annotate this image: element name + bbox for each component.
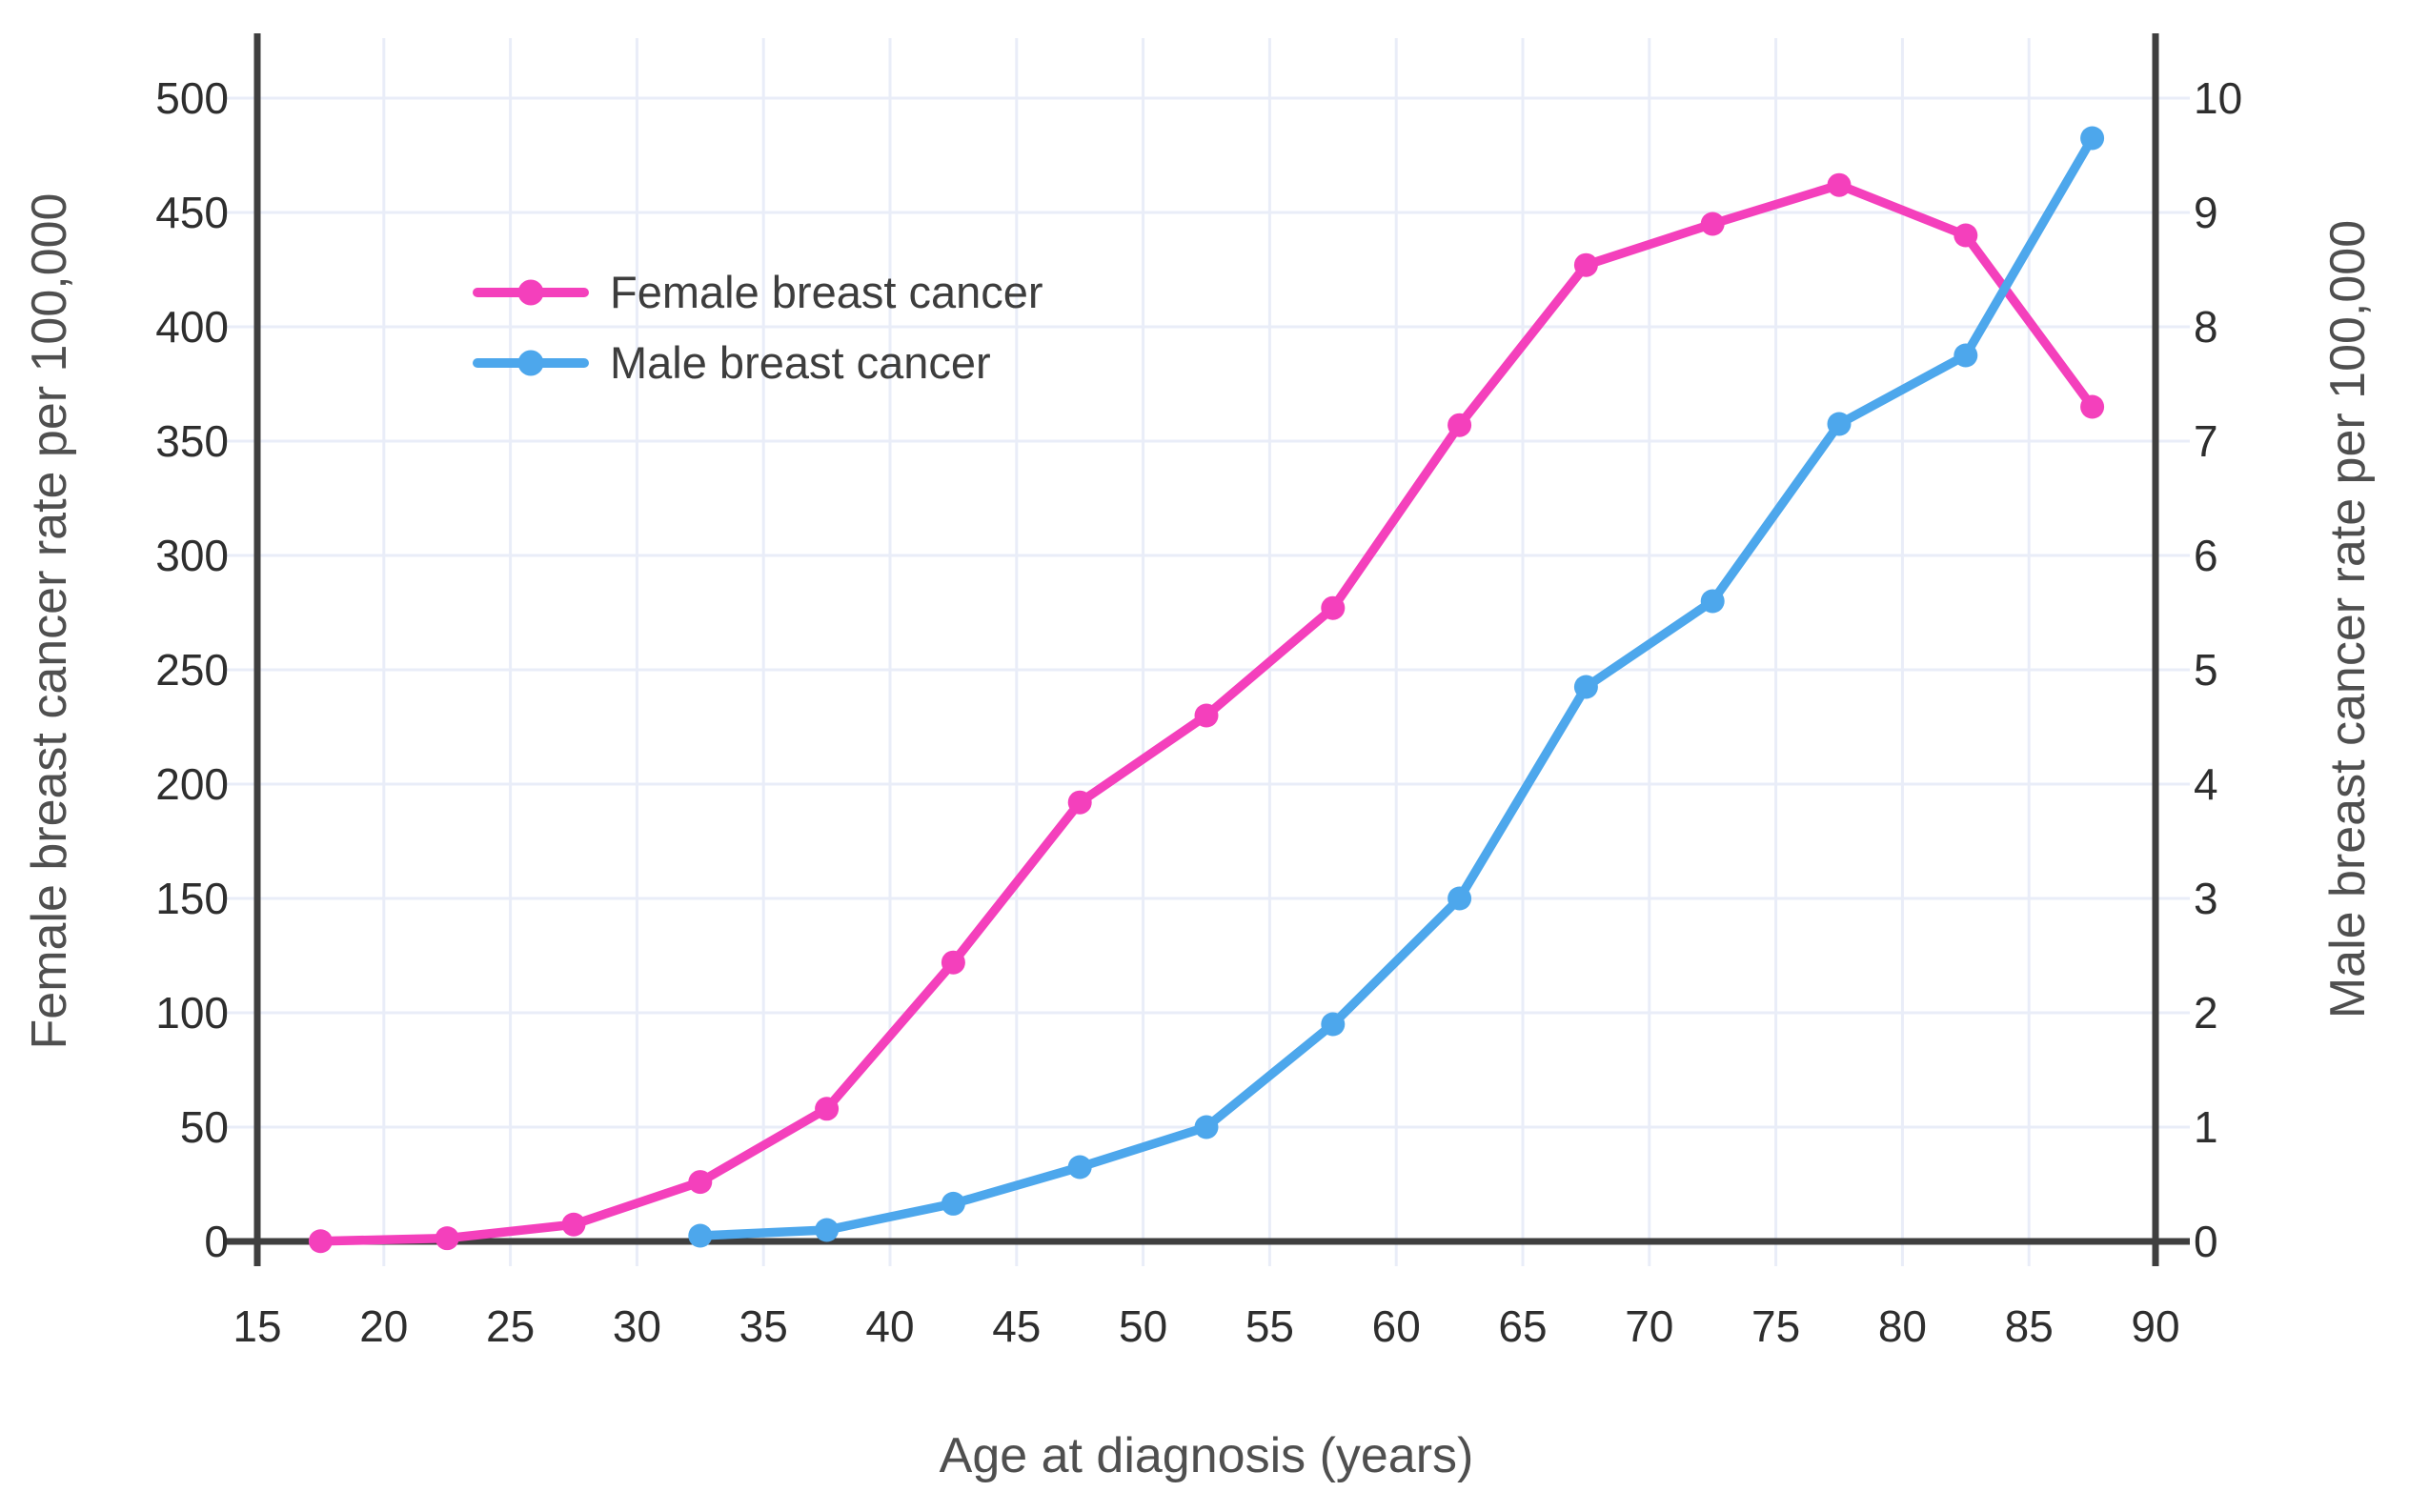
left-y-tick-label: 350 — [155, 416, 229, 466]
right-y-tick-label: 3 — [2194, 874, 2218, 923]
x-tick-label: 35 — [739, 1301, 788, 1351]
x-tick-label: 85 — [2005, 1301, 2054, 1351]
male-series-line — [696, 133, 2097, 1240]
female-data-point — [815, 1097, 840, 1121]
x-tick-label: 80 — [1878, 1301, 1927, 1351]
left-y-tick-label: 400 — [155, 302, 229, 352]
male-series-swatch — [473, 350, 589, 376]
female-data-point — [688, 1170, 713, 1195]
female-data-point — [1194, 703, 1219, 728]
female-series-swatch — [473, 279, 589, 306]
x-tick-label: 20 — [359, 1301, 408, 1351]
right-y-axis-title: Male breast cancer rate per 100,000 — [2320, 219, 2376, 1019]
legend-label-female: Female breast cancer — [610, 267, 1043, 317]
left-y-tick-label: 0 — [204, 1217, 229, 1266]
female-data-point — [1321, 595, 1346, 620]
female-data-point — [2080, 394, 2105, 419]
male-data-point — [1194, 1115, 1219, 1139]
left-y-tick-label: 250 — [155, 645, 229, 695]
x-tick-label: 75 — [1751, 1301, 1800, 1351]
left-y-tick-label: 500 — [155, 73, 229, 123]
x-tick-label: 25 — [486, 1301, 535, 1351]
male-data-point — [2080, 126, 2105, 151]
right-y-tick-label: 2 — [2194, 988, 2218, 1038]
x-tick-label: 90 — [2131, 1301, 2179, 1351]
legend-item-female: Female breast cancer — [473, 270, 1043, 315]
right-y-tick-label: 1 — [2194, 1102, 2218, 1152]
male-data-point — [1321, 1012, 1346, 1037]
x-tick-label: 30 — [613, 1301, 661, 1351]
x-tick-label: 70 — [1625, 1301, 1673, 1351]
x-tick-label: 60 — [1372, 1301, 1421, 1351]
male-data-point — [1827, 412, 1852, 436]
male-data-point — [688, 1223, 713, 1248]
male-series-marker-icon — [517, 350, 544, 376]
right-y-tick-label: 5 — [2194, 645, 2218, 695]
left-y-tick-label: 450 — [155, 188, 229, 237]
male-data-point — [941, 1191, 965, 1216]
legend: Female breast cancer Male breast cancer — [473, 270, 1043, 386]
right-y-tick-label: 4 — [2194, 759, 2218, 809]
male-data-point — [1700, 589, 1725, 614]
right-y-tick-label: 10 — [2194, 73, 2242, 123]
left-y-tick-label: 300 — [155, 531, 229, 580]
legend-item-male: Male breast cancer — [473, 340, 1043, 386]
right-y-tick-label: 7 — [2194, 416, 2218, 466]
female-data-point — [1067, 790, 1092, 815]
x-tick-label: 65 — [1498, 1301, 1547, 1351]
legend-label-male: Male breast cancer — [610, 337, 991, 388]
left-y-tick-label: 200 — [155, 759, 229, 809]
x-tick-label: 40 — [865, 1301, 914, 1351]
female-data-point — [1954, 223, 1978, 248]
x-tick-label: 55 — [1245, 1301, 1294, 1351]
female-data-point — [1447, 413, 1472, 437]
right-y-tick-label: 6 — [2194, 531, 2218, 580]
male-data-point — [1067, 1155, 1092, 1179]
right-y-tick-label: 9 — [2194, 188, 2218, 237]
male-data-point — [1573, 675, 1598, 699]
x-tick-label: 50 — [1119, 1301, 1167, 1351]
right-y-tick-label: 8 — [2194, 302, 2218, 352]
left-y-tick-label: 100 — [155, 988, 229, 1038]
female-data-point — [1827, 172, 1852, 197]
female-series-marker-icon — [517, 279, 544, 306]
female-data-point — [561, 1212, 586, 1237]
x-tick-label: 15 — [233, 1301, 281, 1351]
female-data-point — [308, 1229, 333, 1254]
male-data-point — [1447, 886, 1472, 911]
left-y-tick-label: 150 — [155, 874, 229, 923]
male-data-point — [1954, 343, 1978, 368]
female-data-point — [941, 950, 965, 975]
female-data-point — [1573, 252, 1598, 277]
left-y-tick-label: 50 — [180, 1102, 229, 1152]
x-tick-label: 45 — [992, 1301, 1041, 1351]
right-y-tick-label: 0 — [2194, 1217, 2218, 1266]
female-data-point — [1700, 212, 1725, 236]
female-data-point — [435, 1226, 459, 1251]
left-y-axis-title: Female breast cancer rate per 100,000 — [22, 192, 77, 1050]
x-axis-title: Age at diagnosis (years) — [939, 1428, 1474, 1483]
male-data-point — [815, 1218, 840, 1242]
